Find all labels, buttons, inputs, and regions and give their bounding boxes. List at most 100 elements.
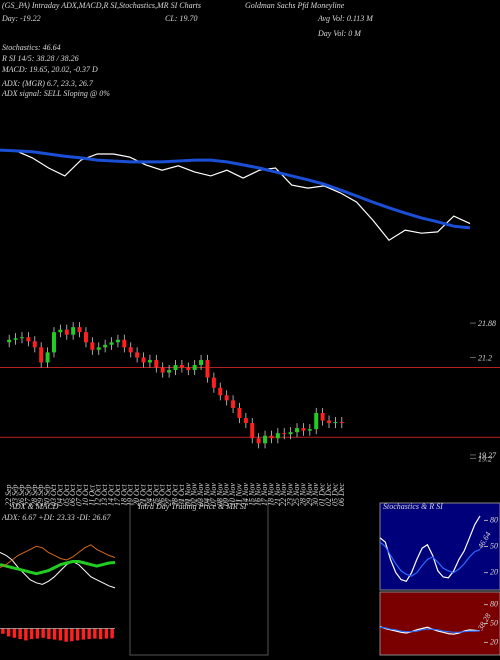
x-tick-label: 27 Sep — [23, 484, 32, 506]
x-tick-label: 21 Oct — [139, 484, 148, 506]
x-tick-label: 06 Oct — [68, 484, 77, 506]
x-tick-label: 28 Nov — [298, 483, 307, 506]
candle-body — [147, 359, 152, 363]
candle-body — [109, 342, 114, 345]
histogram-bar — [18, 628, 22, 640]
candle-body — [218, 387, 223, 396]
candle-body — [83, 332, 88, 343]
annotation: (GS_PA) Intraday ADX,MACD,R SI,Stochasti… — [2, 1, 201, 10]
x-tick-label: 18 Oct — [119, 484, 128, 506]
candle-body — [327, 420, 332, 424]
x-tick-label: 29 Sep — [36, 484, 45, 506]
candle-body — [205, 359, 210, 378]
panel-background — [379, 591, 500, 656]
intraday-panel — [129, 500, 269, 656]
histogram-bar — [81, 628, 86, 640]
candle-body — [269, 435, 274, 439]
x-tick-label: 22 Sep — [4, 484, 13, 506]
histogram-bar — [87, 628, 91, 640]
candle-body — [263, 435, 268, 444]
x-tick-label: 18 Nov — [266, 483, 275, 506]
series-line — [0, 149, 471, 241]
x-tick-label: 16 Nov — [254, 483, 263, 506]
y-tick-label: 80 — [490, 515, 498, 524]
candle-body — [103, 344, 108, 348]
candle-body — [243, 418, 248, 424]
series-line — [0, 148, 471, 230]
candle-body — [192, 365, 197, 371]
candle-body — [77, 327, 82, 333]
y-tick-label: 21.2 — [478, 353, 492, 362]
x-tick-label: 23 Sep — [11, 484, 20, 506]
x-tick-label: 25 Oct — [151, 484, 160, 506]
x-tick-label: 05 Dec — [330, 483, 339, 506]
candle-body — [186, 367, 191, 371]
x-tick-label: 14 Nov — [241, 483, 250, 506]
candle-body — [96, 347, 101, 350]
candle-body — [128, 347, 133, 353]
x-tick-label: 14 Oct — [107, 484, 116, 506]
x-tick-label: 01 Nov — [183, 483, 192, 506]
annotation: Day: -19.22 — [1, 14, 41, 23]
x-tick-label: 05 Oct — [62, 484, 71, 506]
x-tick-label: 19 Oct — [126, 484, 135, 506]
y-tick-label: 20 — [490, 637, 498, 646]
candle-body — [7, 339, 12, 343]
x-tick-label: 28 Sep — [30, 484, 39, 506]
candle-body — [122, 339, 127, 348]
histogram-bar — [6, 628, 11, 637]
histogram-bar — [64, 628, 68, 642]
y-tick-label: 20 — [490, 568, 498, 577]
chart-subtitle: ADX: 6.67 +DI: 23.33 -DI: 26.67 — [1, 513, 111, 522]
y-tick-label: 19.2 — [478, 454, 492, 463]
x-tick-label: 11 Nov — [234, 483, 243, 506]
candle-body — [250, 423, 255, 439]
histogram-bar — [47, 628, 51, 640]
x-tick-label: 03 Oct — [49, 484, 58, 506]
x-tick-label: 30 Nov — [311, 483, 320, 507]
candle-body — [26, 337, 31, 342]
histogram-bar — [1, 628, 5, 634]
x-tick-label: 10 Oct — [81, 484, 90, 506]
x-tick-label: 26 Sep — [17, 484, 26, 506]
candle-body — [32, 341, 37, 348]
candle-body — [320, 412, 325, 421]
x-tick-label: 04 Nov — [202, 483, 211, 506]
chart-title: Goldman Sachs Pfd Moneyline — [245, 1, 345, 10]
x-tick-label: 01 Dec — [318, 483, 327, 506]
x-tick-label: 25 Nov — [292, 483, 301, 506]
candle-body — [237, 407, 242, 419]
candle-body — [314, 412, 319, 430]
candle-body — [51, 332, 56, 353]
histogram-bar — [29, 628, 34, 640]
x-tick-label: 06 Dec — [337, 483, 346, 506]
candle-body — [179, 365, 184, 368]
annotation: ADX: (MGR) 6.7, 23.3, 26.7 — [1, 79, 94, 88]
histogram-bar — [41, 628, 45, 638]
candle-body — [71, 327, 76, 335]
candle-body — [115, 339, 120, 343]
annotation: MACD: 19.65, 20.02, -0.37 D — [1, 65, 98, 74]
x-tick-label: 15 Nov — [247, 483, 256, 506]
annotation: Stochastics: 46.64 — [2, 43, 61, 52]
x-tick-label: 07 Oct — [75, 484, 84, 506]
series-line — [0, 560, 116, 576]
candle-body — [282, 433, 287, 435]
histogram-bar — [104, 628, 109, 639]
candle-body — [135, 352, 140, 358]
chart-title: ADX & MACD — [9, 502, 59, 511]
x-tick-label: 07 Nov — [209, 483, 218, 506]
x-tick-label: 10 Nov — [228, 483, 237, 506]
x-tick-label: 30 Sep — [43, 484, 52, 507]
series-line — [379, 626, 481, 633]
histogram-bar — [75, 628, 80, 641]
annotation: CL: 19.70 — [165, 14, 197, 23]
candle-body — [141, 357, 146, 363]
x-tick-label: 23 Nov — [286, 483, 295, 506]
chart-title: Stochastics & R SI — [383, 502, 443, 511]
x-tick-label: 11 Oct — [87, 484, 96, 506]
candle-body — [307, 429, 312, 431]
x-tick-label: 12 Oct — [94, 484, 103, 506]
x-tick-label: 02 Dec — [324, 483, 333, 506]
